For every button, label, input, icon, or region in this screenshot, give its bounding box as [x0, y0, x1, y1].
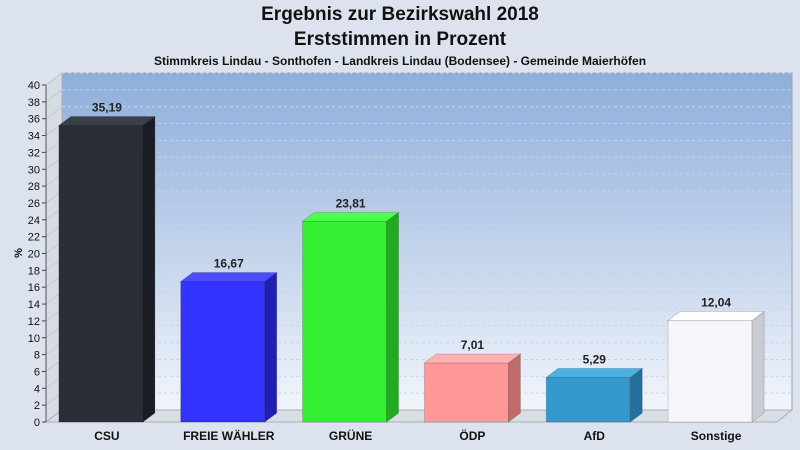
- bar-front: [423, 362, 509, 423]
- data-label: 23,81: [336, 196, 366, 210]
- gridline-side: [45, 72, 63, 86]
- bar-top: [57, 116, 157, 127]
- bar-side: [386, 211, 400, 423]
- y-tick-label: 2: [34, 400, 40, 412]
- bar: [422, 352, 522, 423]
- y-tick-label: 20: [28, 249, 40, 261]
- y-tick-label: 0: [34, 417, 40, 429]
- bar: [57, 115, 157, 423]
- y-tick-label: 34: [28, 131, 40, 143]
- bar-top: [422, 353, 522, 364]
- y-tick-label: 8: [34, 350, 40, 362]
- y-tick-label: 18: [28, 265, 40, 277]
- gridline-side: [45, 106, 63, 120]
- y-tick-label: 24: [28, 215, 40, 227]
- y-tick-label: 26: [28, 198, 40, 210]
- gridline-side: [45, 89, 63, 103]
- bar-side: [507, 352, 521, 423]
- x-tick-label: FREIE WÄHLER: [183, 428, 275, 443]
- y-tick-label: 28: [28, 181, 40, 193]
- x-tick-label: Sonstige: [691, 429, 742, 443]
- bar-top: [179, 272, 279, 283]
- y-tick-label: 12: [28, 316, 40, 328]
- bar-front: [545, 376, 631, 423]
- y-tick-label: 16: [28, 282, 40, 294]
- bar-front: [667, 320, 753, 423]
- y-tick-label: 40: [28, 80, 40, 92]
- bar: [666, 310, 766, 423]
- bar-side: [142, 115, 156, 423]
- bar-side: [751, 310, 765, 423]
- x-tick-label: GRÜNE: [329, 428, 372, 443]
- chart-caption: Stimmkreis Lindau - Sonthofen - Landkrei…: [153, 54, 647, 68]
- data-label: 16,67: [214, 257, 244, 271]
- x-tick-label: AfD: [584, 429, 606, 443]
- y-tick-label: 14: [28, 299, 40, 311]
- y-tick-label: 36: [28, 114, 40, 126]
- bar: [301, 211, 401, 423]
- y-tick-label: 38: [28, 97, 40, 109]
- bar: [544, 367, 644, 423]
- bar-top: [544, 367, 644, 378]
- y-tick-label: 4: [34, 383, 40, 395]
- bar-top: [301, 211, 401, 222]
- data-label: 5,29: [583, 352, 607, 366]
- y-axis-label: %: [13, 248, 25, 258]
- data-label: 12,04: [701, 296, 731, 310]
- bar-side: [264, 271, 278, 423]
- chart-title: Ergebnis zur Bezirkswahl 2018: [261, 4, 539, 25]
- y-tick-label: 30: [28, 164, 40, 176]
- y-tick-label: 32: [28, 147, 40, 159]
- y-tick-label: 22: [28, 232, 40, 244]
- bar: [179, 271, 279, 423]
- x-tick-label: CSU: [94, 429, 119, 443]
- bar-front: [58, 125, 144, 423]
- y-tick-label: 10: [28, 333, 40, 345]
- x-tick-label: ÖDP: [459, 428, 485, 443]
- chart-subtitle: Erststimmen in Prozent: [293, 29, 507, 50]
- data-label: 7,01: [461, 338, 485, 352]
- bar-top: [666, 311, 766, 322]
- y-tick-label: 6: [34, 366, 40, 378]
- bar-front: [302, 220, 388, 423]
- data-label: 35,19: [92, 101, 122, 115]
- bar-front: [180, 281, 266, 423]
